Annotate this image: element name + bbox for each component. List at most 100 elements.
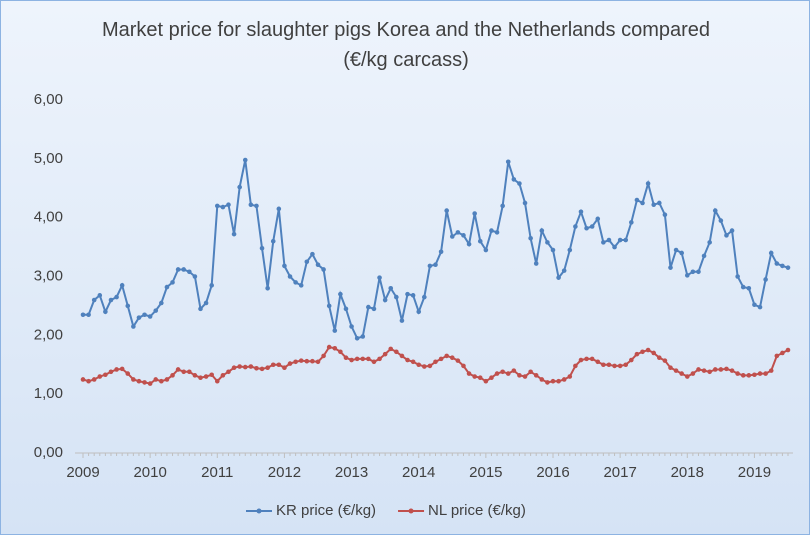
point [584,356,589,362]
point [80,377,86,382]
point [119,366,125,372]
point [242,157,248,163]
point [315,359,321,365]
point [153,308,159,313]
point [181,369,187,375]
point [332,345,338,351]
point [332,328,338,333]
point [752,302,757,308]
point [248,364,254,369]
point [640,200,645,206]
point [690,371,696,376]
point [539,228,545,233]
point [757,304,763,310]
point [545,240,550,245]
point [489,375,494,380]
point [343,355,349,360]
point [567,374,573,379]
x-tick-label: 2010 [133,464,166,481]
point [119,283,125,288]
point [388,285,394,291]
point [86,378,91,384]
point [746,373,752,378]
point [416,309,422,315]
point [103,309,108,315]
point [461,233,466,238]
point [159,300,164,306]
point [242,364,248,370]
point [91,297,97,303]
point [729,228,735,233]
y-tick-label: 5,00 [34,150,63,167]
point [774,353,780,359]
point [612,244,617,250]
point [377,275,382,280]
point [483,378,489,384]
point [360,356,366,362]
point [198,306,203,312]
point [354,356,360,362]
point [707,369,712,375]
point [214,203,220,209]
point [645,181,651,186]
point [371,359,377,365]
point [103,372,108,378]
point [276,206,282,212]
point [416,362,422,368]
point [209,372,214,378]
point [170,280,175,285]
point [125,303,131,309]
point [651,350,657,356]
point [254,365,259,371]
point [601,240,606,245]
point [181,267,187,272]
point [136,378,142,384]
point [668,265,673,270]
point [522,200,528,206]
point [142,380,147,385]
point [438,356,444,362]
point [556,378,561,384]
point [494,371,500,376]
point [494,230,500,235]
point [231,231,237,237]
point [410,293,416,298]
y-tick-label: 2,00 [34,326,63,343]
point [192,274,198,279]
y-tick-label: 3,00 [34,267,63,284]
point [718,218,724,223]
point [114,367,119,372]
point [696,269,701,275]
point [427,363,433,369]
point [539,377,545,382]
point [634,351,640,357]
point [444,353,449,359]
point [203,374,209,379]
point [578,209,584,215]
point [780,350,785,356]
point [187,369,192,375]
point [321,353,326,359]
point [136,315,142,320]
point [561,268,567,273]
point [595,216,601,222]
point [601,362,606,368]
point [444,208,449,213]
point [131,324,136,329]
point [192,373,198,378]
x-tick-label: 2017 [603,464,636,481]
point [629,220,634,225]
point [740,373,746,378]
point [97,374,103,379]
point [310,251,315,257]
point [360,334,366,339]
point [735,274,740,279]
point [645,347,651,353]
point [293,280,298,285]
legend-marker [256,508,262,514]
point [573,224,578,229]
point [461,363,466,369]
point [226,369,231,375]
point [209,283,214,288]
point [237,184,242,190]
